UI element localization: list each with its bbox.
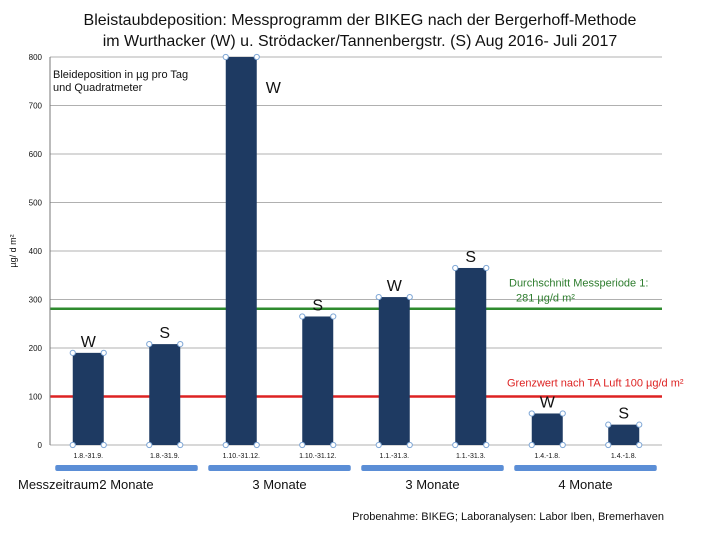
bar-label: S bbox=[618, 406, 629, 423]
period-label: 3 Monate bbox=[252, 477, 306, 492]
bar-label: W bbox=[387, 278, 403, 295]
y-tick-label: 500 bbox=[29, 199, 43, 208]
bar-corner-handle bbox=[452, 441, 459, 449]
x-tick-label: 1.8.-31.9. bbox=[73, 453, 103, 460]
bar-corner-handle bbox=[100, 441, 107, 449]
bar-corner-handle bbox=[253, 53, 260, 61]
bar bbox=[378, 297, 410, 445]
x-tick-label: 1.1.-31.3. bbox=[379, 453, 409, 460]
bar-corner-handle bbox=[605, 421, 612, 428]
x-tick-label: 1.4.-1.8. bbox=[611, 453, 637, 460]
bar-corner-handle bbox=[146, 341, 153, 348]
bar-corner-handle bbox=[100, 349, 107, 356]
bar-label: S bbox=[465, 249, 476, 266]
inner-label-line1: Bleideposition in µg pro Tag bbox=[53, 69, 188, 81]
bar bbox=[149, 344, 181, 445]
bar-corner-handle bbox=[636, 421, 643, 428]
average-label-line2: 281 µg/d m² bbox=[516, 293, 575, 305]
bar-label: S bbox=[159, 325, 170, 342]
bar-label: W bbox=[540, 394, 556, 411]
period-bar bbox=[361, 465, 504, 471]
bar-corner-handle bbox=[605, 441, 612, 449]
average-label-line1: Durchschnitt Messperiode 1: bbox=[509, 278, 648, 290]
bar-corner-handle bbox=[177, 341, 184, 348]
y-tick-label: 700 bbox=[29, 102, 43, 111]
bar-corner-handle bbox=[406, 293, 413, 301]
x-tick-label: 1.4.-1.8. bbox=[534, 453, 560, 460]
bars: 1.8.-31.9. W 1.8.-31.9. S 1.10.-31.12. W 1.10.… bbox=[69, 53, 643, 460]
bar bbox=[302, 316, 334, 445]
bar-corner-handle bbox=[636, 441, 643, 449]
y-tick-label: 100 bbox=[29, 393, 43, 402]
y-tick-label: 400 bbox=[29, 247, 43, 256]
bar bbox=[455, 267, 487, 445]
period-bar bbox=[514, 465, 657, 471]
bar-corner-handle bbox=[559, 441, 566, 449]
period-label: 2 Monate bbox=[99, 477, 153, 492]
period-axis-label: Messzeitraum: bbox=[18, 477, 103, 492]
y-tick-label: 300 bbox=[29, 296, 43, 305]
bar-corner-handle bbox=[452, 264, 459, 272]
x-tick-label: 1.10.-31.12. bbox=[299, 453, 336, 460]
bar-corner-handle bbox=[375, 293, 382, 301]
period-label: 4 Monate bbox=[558, 477, 612, 492]
source-note: Probenahme: BIKEG; Laboranalysen: Labor … bbox=[352, 511, 664, 523]
bar bbox=[531, 413, 563, 445]
bar bbox=[608, 424, 640, 445]
bar-corner-handle bbox=[330, 313, 337, 320]
limit-label: Grenzwert nach TA Luft 100 µg/d m² bbox=[507, 378, 684, 390]
bar-corner-handle bbox=[483, 441, 490, 449]
bar bbox=[72, 352, 104, 445]
period-bar bbox=[208, 465, 351, 471]
chart-title: Bleistaubdeposition: Messprogramm der BI… bbox=[0, 10, 720, 52]
bar-corner-handle bbox=[528, 441, 535, 449]
bar-corner-handle bbox=[299, 441, 306, 449]
bar-corner-handle bbox=[222, 441, 229, 449]
bar-corner-handle bbox=[253, 441, 260, 449]
bar-corner-handle bbox=[375, 441, 382, 449]
bar-corner-handle bbox=[483, 264, 490, 272]
period-label: 3 Monate bbox=[405, 477, 459, 492]
bar-label: S bbox=[312, 297, 323, 314]
bar-corner-handle bbox=[528, 410, 535, 417]
y-tick-label: 800 bbox=[29, 53, 43, 62]
y-tick-label: 0 bbox=[38, 441, 43, 450]
x-tick-label: 1.10.-31.12. bbox=[223, 453, 260, 460]
bar bbox=[225, 57, 257, 445]
bar-corner-handle bbox=[69, 349, 76, 356]
bar-label: W bbox=[81, 334, 97, 351]
x-tick-label: 1.8.-31.9. bbox=[150, 453, 180, 460]
bar-corner-handle bbox=[299, 313, 306, 320]
x-tick-label: 1.1.-31.3. bbox=[456, 453, 486, 460]
bar-corner-handle bbox=[69, 441, 76, 449]
chart-title-line1: Bleistaubdeposition: Messprogramm der BI… bbox=[83, 12, 637, 29]
bar-corner-handle bbox=[559, 410, 566, 417]
bar-corner-handle bbox=[330, 441, 337, 449]
period-axis: Messzeitraum:2 Monate 3 Monate 3 Monate 4 M… bbox=[18, 465, 657, 492]
bar-corner-handle bbox=[146, 441, 153, 449]
bar-corner-handle bbox=[222, 53, 229, 61]
y-tick-label: 600 bbox=[29, 150, 43, 159]
bar-corner-handle bbox=[406, 441, 413, 449]
y-axis: 0 100 200 300 400 500 600 700 800 µg/ d m² bbox=[8, 53, 51, 450]
bar-label: W bbox=[266, 80, 282, 97]
y-axis-label: µg/ d m² bbox=[8, 234, 18, 267]
bar-corner-handle bbox=[177, 441, 184, 449]
period-bar bbox=[55, 465, 198, 471]
y-tick-label: 200 bbox=[29, 344, 43, 353]
inner-label-line2: und Quadratmeter bbox=[53, 82, 143, 94]
chart-title-line2: im Wurthacker (W) u. Strödacker/Tannenbe… bbox=[102, 33, 618, 50]
